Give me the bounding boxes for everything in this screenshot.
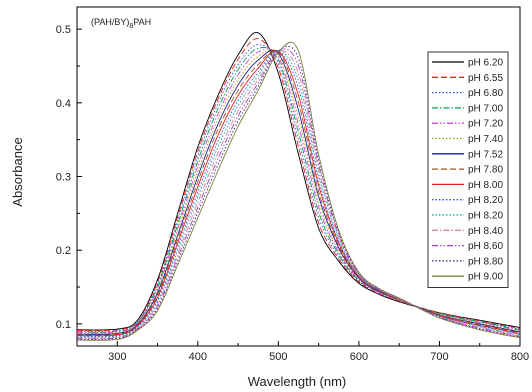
legend-label: pH 9.00 — [468, 272, 503, 283]
legend-label: pH 7.00 — [468, 103, 503, 114]
annotation-subscript: 8 — [129, 23, 133, 30]
series-line-14 — [76, 45, 521, 340]
legend-label: pH 6.20 — [468, 58, 503, 69]
axes-layer: 300 400 500 600 700 800 0.1 0.2 0.3 0.4 0.5 — [56, 24, 529, 363]
x-tick-label: 500 — [269, 351, 287, 363]
x-tick-label: 300 — [108, 351, 126, 363]
y-tick-label: 0.1 — [56, 319, 71, 331]
legend-label: pH 8.40 — [468, 226, 503, 237]
series-line-6 — [76, 49, 521, 335]
x-axis-title: Wavelength (nm) — [248, 374, 347, 389]
annotation-tail: PAH — [133, 17, 151, 27]
legend-label: pH 8.00 — [468, 180, 503, 191]
series-line-12 — [76, 49, 521, 339]
legend-label: pH 8.60 — [468, 241, 503, 252]
legend-label: pH 6.55 — [468, 73, 503, 84]
sample-annotation: (PAH/BY)8PAH — [91, 17, 151, 30]
x-tick-label: 400 — [189, 351, 207, 363]
legend-label: pH 7.20 — [468, 119, 503, 130]
series-line-4 — [76, 47, 521, 333]
legend-label: pH 7.40 — [468, 134, 503, 145]
series-layer — [76, 31, 521, 341]
x-tick-label: 600 — [350, 351, 368, 363]
x-tick-label: 800 — [511, 351, 529, 363]
x-tick-label: 700 — [430, 351, 448, 363]
annotation-main: (PAH/BY) — [91, 17, 129, 27]
legend-label: pH 7.52 — [468, 149, 503, 160]
series-line-3 — [76, 44, 521, 332]
y-axis-title: Absorbance — [10, 137, 25, 206]
series-line-9 — [76, 49, 521, 337]
y-tick-label: 0.4 — [56, 98, 71, 110]
legend-label: pH 8.20 — [468, 195, 503, 206]
legend-label: pH 6.80 — [468, 88, 503, 99]
y-tick-label: 0.3 — [56, 172, 71, 184]
legend: pH 6.20 pH 6.55 pH 6.80 pH 7.00 pH 7.20 pH 7.… — [427, 51, 509, 288]
legend-label: pH 7.80 — [468, 165, 503, 176]
y-tick-label: 0.2 — [56, 245, 71, 257]
legend-label: pH 8.20 — [468, 211, 503, 222]
y-tick-label: 0.5 — [56, 24, 71, 36]
series-line-1 — [76, 31, 521, 331]
series-line-15 — [76, 41, 521, 341]
legend-label: pH 8.80 — [468, 256, 503, 267]
